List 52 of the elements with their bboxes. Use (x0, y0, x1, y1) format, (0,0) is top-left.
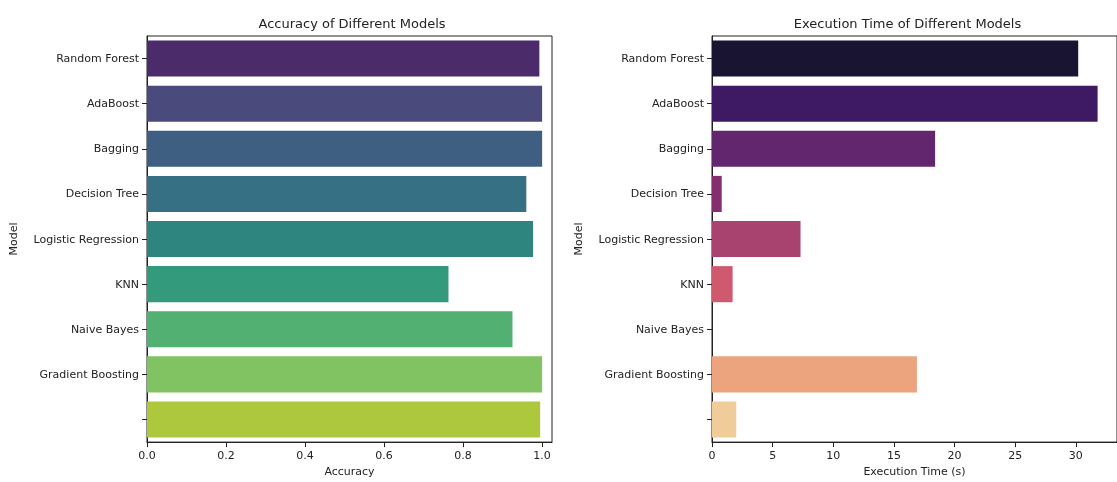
chart-title: Execution Time of Different Models (793, 16, 1022, 31)
y-tick-label: Random Forest (621, 52, 705, 66)
y-tick-label: Logistic Regression (33, 232, 140, 246)
y-tick-label: Random Forest (56, 52, 140, 66)
x-axis-title: Execution Time (s) (863, 465, 966, 478)
y-tick-label: Decision Tree (630, 187, 705, 201)
y-axis-title: Model (7, 222, 20, 256)
x-tick-label: 15 (886, 449, 901, 463)
x-axis-title: Accuracy (324, 465, 376, 478)
bar (147, 85, 543, 122)
bar (712, 85, 1098, 122)
x-tick-label: 0.8 (454, 449, 472, 463)
bar (712, 40, 1079, 77)
x-tick-label: 10 (826, 449, 841, 463)
bar (147, 311, 513, 348)
x-tick-label: 0.0 (138, 449, 156, 463)
x-tick-label: 25 (1008, 449, 1023, 463)
x-tick-label: 5 (769, 449, 777, 463)
bar (712, 266, 733, 303)
bar (712, 401, 737, 438)
y-tick-label: Decision Tree (65, 187, 140, 201)
bar (147, 130, 543, 167)
bar (147, 221, 534, 258)
x-tick-label: 20 (947, 449, 962, 463)
bar (712, 356, 917, 393)
y-tick-label: AdaBoost (651, 97, 705, 111)
x-tick-label: 0 (708, 449, 716, 463)
x-tick-label: 0.2 (217, 449, 235, 463)
y-axis-title: Model (572, 222, 585, 256)
x-tick-label: 0.6 (375, 449, 393, 463)
y-tick-label: AdaBoost (86, 97, 140, 111)
bar (147, 40, 540, 77)
bar (147, 266, 449, 303)
y-tick-label: Logistic Regression (598, 232, 705, 246)
x-tick-label: 30 (1068, 449, 1083, 463)
bar (147, 175, 527, 212)
y-tick-label: KNN (680, 277, 704, 291)
bar (147, 356, 543, 393)
y-tick-label: Bagging (93, 142, 139, 156)
y-tick-label: Naive Bayes (70, 322, 140, 336)
x-tick-label: 0.4 (296, 449, 314, 463)
y-tick-label: Naive Bayes (635, 322, 705, 336)
bar (712, 130, 936, 167)
y-tick-label: Bagging (658, 142, 704, 156)
y-tick-label: Gradient Boosting (604, 367, 704, 381)
y-tick-label: Gradient Boosting (39, 367, 139, 381)
x-tick-label: 1.0 (533, 449, 551, 463)
bar (147, 401, 541, 438)
bar (712, 175, 722, 212)
chart-title: Accuracy of Different Models (258, 16, 446, 31)
bar (712, 221, 801, 258)
y-tick-label: KNN (115, 277, 139, 291)
